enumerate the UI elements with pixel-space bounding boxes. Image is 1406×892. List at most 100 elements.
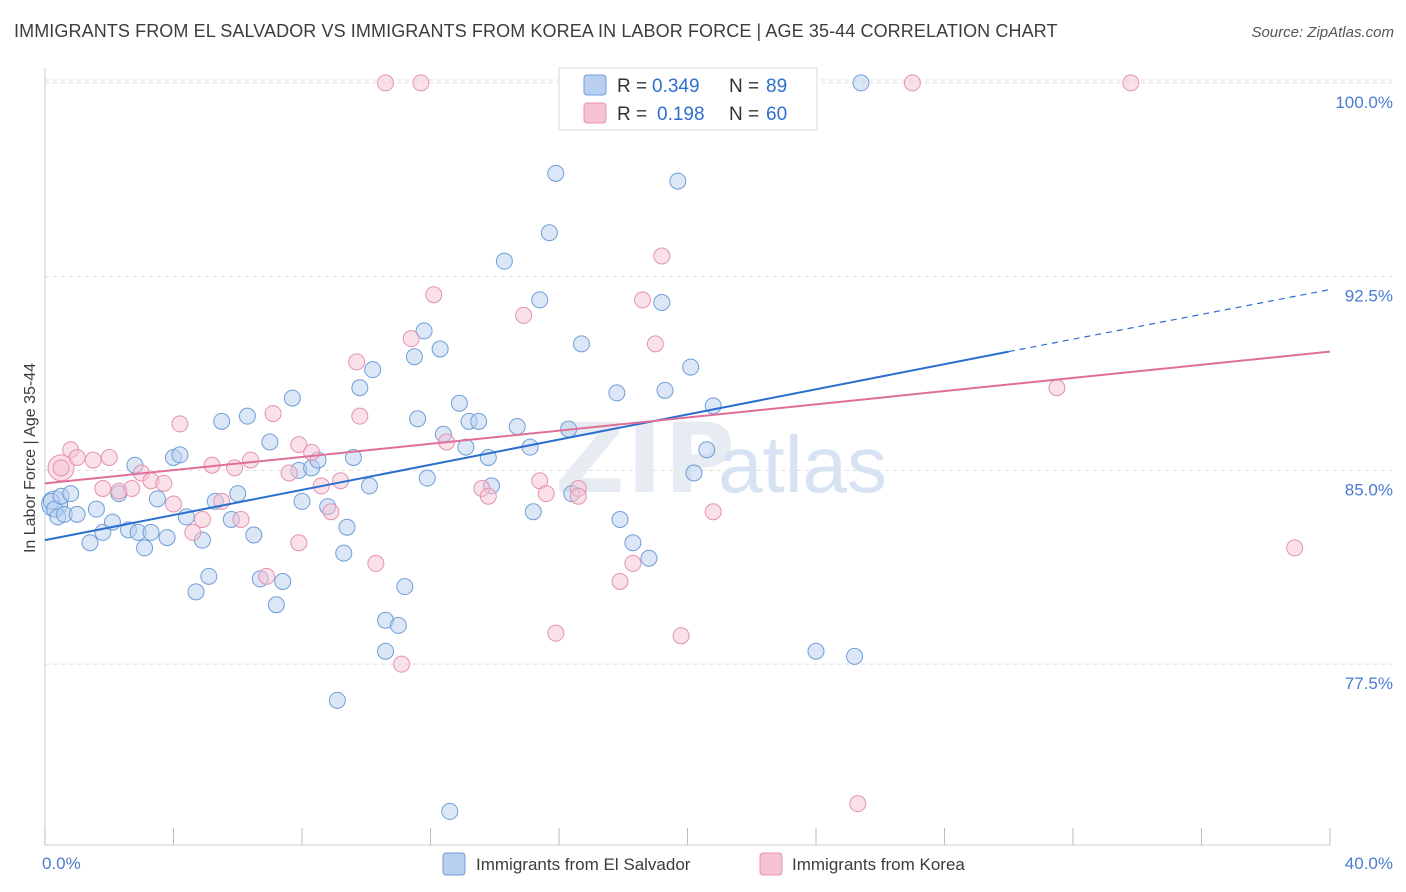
- legend-r-value-2: 0.198: [657, 104, 705, 125]
- s2-point-20: [258, 567, 276, 585]
- s1-point-52: [405, 348, 423, 366]
- legend-r-label-1: R =: [617, 76, 647, 97]
- legend-swatch-el-salvador: [583, 74, 607, 96]
- s1-point-70: [540, 224, 558, 242]
- s1-point-59: [450, 394, 468, 412]
- svg-text:atlas: atlas: [718, 420, 887, 509]
- s2-point-31: [367, 554, 385, 572]
- s2-point-46: [611, 573, 629, 590]
- s1-point-58: [441, 802, 459, 820]
- trend-line-el-salvador-projection: [1008, 288, 1331, 353]
- s1-point-82: [682, 358, 700, 376]
- legend-n-value-1: 89: [766, 76, 787, 97]
- s1-point-51: [396, 578, 414, 596]
- s2-point-3: [84, 451, 102, 469]
- s1-point-76: [611, 511, 629, 528]
- s1-point-84: [698, 441, 716, 459]
- watermark: ZIP atlas: [555, 403, 887, 515]
- s1-point-83: [685, 464, 703, 482]
- s1-point-32: [261, 433, 279, 451]
- s1-point-16: [142, 523, 160, 541]
- s2-point-19: [242, 451, 260, 469]
- x-tick-label-min: 0.0%: [42, 854, 81, 873]
- s1-point-41: [328, 691, 346, 709]
- s2-point-45: [569, 487, 587, 505]
- s1-point-6: [68, 505, 86, 523]
- s2-point-47: [624, 554, 642, 572]
- s2-point-54: [849, 795, 867, 813]
- source-label: Source: ZipAtlas.com: [1251, 24, 1394, 41]
- s1-point-37: [293, 492, 311, 510]
- s2-point-48: [634, 291, 652, 309]
- s1-point-46: [360, 477, 378, 495]
- stats-legend: R = 0.349 N = 89 R = 0.198 N = 60: [558, 67, 818, 131]
- y-tick-label-2: 92.5%: [1345, 287, 1393, 306]
- s2-point-42: [537, 485, 555, 503]
- s1-point-66: [508, 418, 526, 435]
- s2-point-57: [1122, 74, 1140, 92]
- s1-point-29: [238, 407, 256, 425]
- s2-point-14: [193, 511, 211, 528]
- s2-point-55: [903, 74, 921, 92]
- s1-point-86: [807, 642, 825, 660]
- s2-point-49: [646, 335, 664, 353]
- s2-point-10: [155, 474, 173, 492]
- tick-labels: 77.5% 85.0% 92.5% 100.0% 0.0% 40.0%: [42, 93, 1393, 873]
- s1-point-80: [656, 381, 674, 399]
- legend-n-label-2: N =: [729, 104, 759, 125]
- s2-point-23: [290, 436, 308, 454]
- s1-point-74: [572, 335, 590, 353]
- s2-point-25: [303, 443, 321, 461]
- y-tick-label-3: 100.0%: [1335, 93, 1393, 112]
- s2-point-39: [479, 487, 497, 505]
- s2-point-22: [280, 464, 298, 482]
- s1-point-33: [267, 596, 285, 614]
- s1-point-43: [338, 518, 356, 536]
- s1-point-8: [87, 500, 105, 518]
- s1-point-50: [377, 642, 395, 660]
- s1-point-7: [81, 534, 99, 552]
- chart-title: IMMIGRANTS FROM EL SALVADOR VS IMMIGRANT…: [14, 21, 1058, 41]
- s2-point-29: [348, 353, 366, 371]
- legend-r-value-1: 0.349: [652, 76, 700, 97]
- s2-point-35: [412, 74, 430, 92]
- s1-point-56: [431, 340, 449, 358]
- s2-point-34: [402, 330, 420, 348]
- s1-point-42: [335, 544, 353, 562]
- trend-line-korea: [44, 350, 1331, 485]
- s2-point-7: [123, 480, 141, 497]
- s2-point-27: [322, 503, 340, 521]
- s1-point-53: [409, 410, 427, 428]
- s2-point-58: [1286, 539, 1304, 557]
- s2-point-17: [226, 459, 244, 477]
- bottom-legend-label-korea: Immigrants from Korea: [792, 855, 965, 874]
- s1-point-34: [274, 573, 292, 590]
- series-legend: Immigrants from El Salvador Immigrants f…: [442, 852, 965, 876]
- y-axis-title: In Labor Force | Age 35-44: [22, 363, 39, 553]
- s2-point-50: [653, 247, 671, 265]
- x-tick-label-max: 40.0%: [1345, 854, 1393, 873]
- s2-point-53: [704, 503, 722, 521]
- s2-point-56: [1048, 379, 1066, 397]
- legend-n-label-1: N =: [729, 76, 759, 97]
- s1-point-65: [495, 252, 513, 270]
- s2-point-4: [94, 480, 112, 497]
- s2-point-12: [171, 415, 189, 433]
- s1-point-68: [524, 503, 542, 521]
- s2-point-13: [184, 523, 202, 541]
- s1-point-18: [158, 529, 176, 547]
- s1-point-79: [653, 294, 671, 311]
- s2-point-11: [165, 495, 182, 513]
- s1-point-26: [213, 412, 231, 430]
- s1-point-28: [229, 485, 247, 503]
- s2-point-30: [351, 407, 369, 425]
- s2-point-40: [515, 306, 533, 324]
- s1-point-54: [415, 322, 433, 340]
- grid-lines: [45, 79, 1392, 665]
- s1-point-22: [187, 583, 205, 601]
- s1-point-45: [351, 379, 369, 397]
- s1-point-55: [418, 469, 436, 487]
- s2-point-2: [68, 449, 86, 466]
- bottom-legend-label-el-salvador: Immigrants from El Salvador: [476, 855, 691, 874]
